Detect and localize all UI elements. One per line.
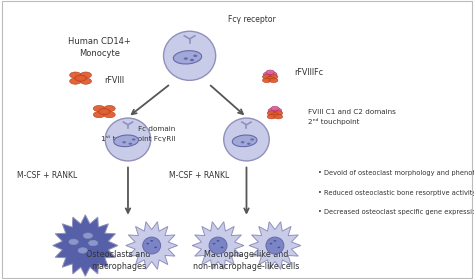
Circle shape (273, 240, 276, 242)
Ellipse shape (269, 78, 278, 83)
Circle shape (250, 138, 254, 141)
Ellipse shape (266, 237, 284, 254)
Circle shape (132, 138, 136, 141)
Ellipse shape (274, 114, 283, 119)
Text: Fc domain
1ˢᵗ touchpoint FcγRII: Fc domain 1ˢᵗ touchpoint FcγRII (101, 126, 175, 142)
Ellipse shape (264, 72, 272, 76)
Text: Human CD14+
Monocyte: Human CD14+ Monocyte (68, 37, 131, 58)
Circle shape (190, 59, 194, 61)
Circle shape (220, 247, 223, 248)
Ellipse shape (70, 72, 81, 78)
Circle shape (277, 247, 280, 248)
Circle shape (193, 55, 197, 57)
Ellipse shape (70, 78, 81, 84)
Ellipse shape (273, 108, 282, 113)
Ellipse shape (75, 75, 86, 81)
Circle shape (241, 141, 245, 143)
Text: M-CSF + RANKL: M-CSF + RANKL (17, 171, 78, 180)
Ellipse shape (105, 118, 151, 161)
Circle shape (69, 239, 78, 245)
Ellipse shape (267, 114, 276, 119)
Ellipse shape (173, 51, 201, 64)
Ellipse shape (104, 105, 115, 112)
Text: rFVIIIFc: rFVIIIFc (294, 68, 323, 77)
Ellipse shape (80, 78, 91, 84)
Polygon shape (126, 222, 178, 269)
Ellipse shape (80, 72, 91, 78)
Ellipse shape (267, 111, 276, 115)
Circle shape (146, 243, 149, 244)
Text: Fcγ receptor: Fcγ receptor (228, 15, 275, 24)
Ellipse shape (93, 112, 105, 118)
Text: FVIII C1 and C2 domains
2ⁿᵈ touchpoint: FVIII C1 and C2 domains 2ⁿᵈ touchpoint (308, 109, 396, 125)
Ellipse shape (93, 105, 105, 112)
Text: • Reduced osteoclastic bone resorptive activity: • Reduced osteoclastic bone resorptive a… (318, 189, 474, 196)
Ellipse shape (209, 237, 227, 254)
Ellipse shape (266, 70, 274, 74)
Ellipse shape (263, 78, 271, 83)
Ellipse shape (263, 74, 271, 79)
Circle shape (217, 240, 219, 242)
Circle shape (247, 143, 251, 145)
Text: M-CSF + RANKL: M-CSF + RANKL (169, 171, 229, 180)
Ellipse shape (274, 111, 283, 115)
Circle shape (89, 240, 98, 246)
Ellipse shape (224, 118, 269, 161)
Circle shape (78, 248, 87, 253)
Text: rFVIII: rFVIII (104, 76, 124, 85)
Ellipse shape (143, 237, 161, 254)
Text: Osteoclasts and
macrophages: Osteoclasts and macrophages (86, 250, 151, 271)
Ellipse shape (268, 108, 277, 113)
Circle shape (128, 143, 132, 145)
Ellipse shape (114, 135, 138, 147)
Circle shape (83, 233, 92, 239)
Circle shape (213, 243, 216, 244)
Circle shape (270, 243, 273, 244)
Polygon shape (53, 215, 118, 276)
Ellipse shape (269, 74, 278, 79)
Text: • Devoid of osteoclast morphology and phenotypical markers: • Devoid of osteoclast morphology and ph… (318, 170, 474, 176)
Ellipse shape (266, 76, 274, 81)
Ellipse shape (271, 113, 279, 117)
Circle shape (122, 141, 126, 143)
Circle shape (184, 57, 188, 60)
Circle shape (154, 247, 157, 248)
Text: • Decreased osteoclast specific gene expression profile: • Decreased osteoclast specific gene exp… (318, 209, 474, 215)
Ellipse shape (271, 106, 279, 111)
Circle shape (150, 240, 153, 242)
Polygon shape (249, 222, 301, 269)
Ellipse shape (164, 31, 216, 80)
Ellipse shape (268, 72, 277, 76)
Ellipse shape (99, 109, 110, 115)
Ellipse shape (104, 112, 115, 118)
Text: Macrophage-like and
non-macrophage-like cells: Macrophage-like and non-macrophage-like … (193, 250, 300, 271)
Ellipse shape (232, 135, 257, 147)
Polygon shape (192, 222, 244, 269)
